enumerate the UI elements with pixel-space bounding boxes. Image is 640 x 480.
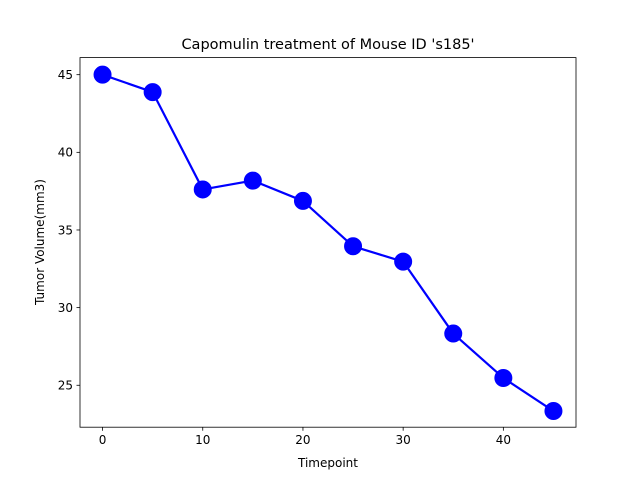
x-axis-label: Timepoint: [297, 456, 358, 470]
data-point: [544, 402, 563, 421]
plot-frame: [79, 57, 577, 428]
y-tick-label: 35: [58, 223, 73, 237]
data-point: [344, 237, 363, 256]
y-tick-label: 45: [58, 68, 73, 82]
series-line: [102, 73, 555, 412]
data-point: [494, 368, 513, 387]
data-point: [444, 324, 463, 343]
y-tick-label: 40: [58, 146, 73, 160]
x-tick-label: 10: [195, 433, 210, 447]
x-tick-label: 30: [396, 433, 411, 447]
data-point: [243, 171, 262, 190]
chart-title: Capomulin treatment of Mouse ID 's185': [181, 37, 474, 53]
y-tick-label: 25: [58, 379, 73, 393]
x-tick-label: 40: [496, 433, 511, 447]
plot-area: 0 10 20 30 40 25 30 35 40 45: [58, 57, 577, 447]
data-point: [143, 83, 162, 102]
x-tick-label: 20: [295, 433, 310, 447]
x-tick-label: 0: [99, 433, 107, 447]
data-point: [93, 65, 112, 84]
data-point: [193, 180, 212, 199]
y-tick-label: 30: [58, 301, 73, 315]
y-axis-label: Tumor Volume(mm3): [33, 179, 47, 306]
data-point: [293, 191, 312, 210]
data-point: [394, 252, 413, 271]
